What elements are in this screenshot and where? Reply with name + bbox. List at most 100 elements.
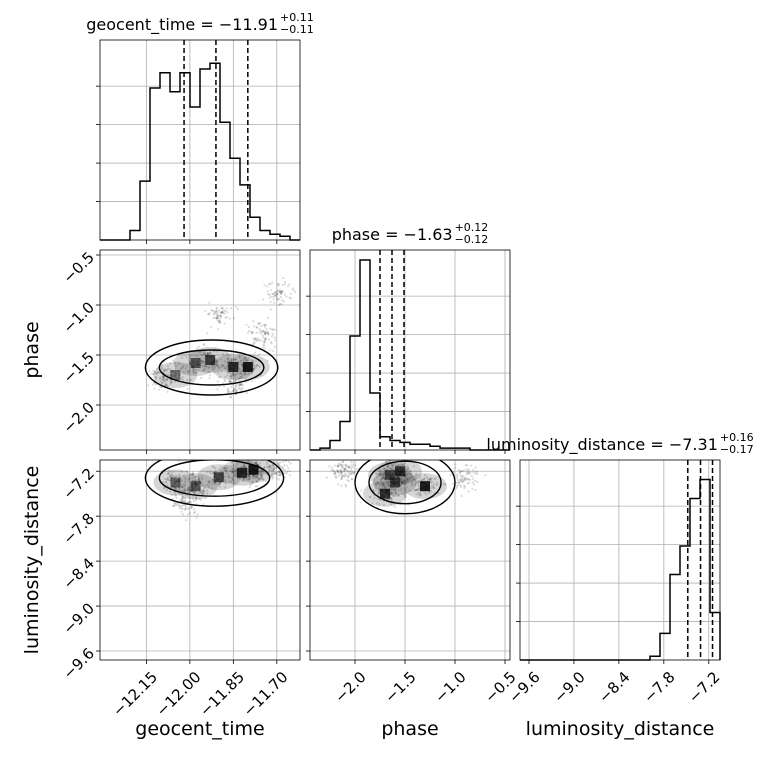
panel-geocent_time-vs-phase-sample-point [262, 298, 265, 301]
panel-phase-vs-luminosity_distance-sample-point [353, 470, 356, 473]
panel-phase-vs-luminosity_distance-sample-point [341, 471, 344, 474]
panel-phase-vs-luminosity_distance-sample-point [411, 482, 414, 485]
panel-geocent_time-vs-luminosity_distance-sample-point [173, 486, 176, 490]
panel-phase-vs-luminosity_distance-sample-point [429, 479, 432, 482]
panel-geocent_time-vs-luminosity_distance-sample-point [173, 486, 176, 489]
panel-geocent_time-vs-phase-sample-point [206, 332, 209, 335]
panel-geocent_time-vs-luminosity_distance-sample-point [177, 475, 180, 478]
panel-geocent_time-vs-luminosity_distance-sample-point [264, 472, 267, 476]
panel-geocent_time-vs-phase-sample-point [269, 283, 272, 286]
y-axis-label-luminosity-distance: luminosity_distance [21, 466, 43, 655]
panel-geocent_time-vs-luminosity_distance-sample-point [268, 465, 272, 468]
panel-phase-vs-luminosity_distance-sample-point [406, 478, 409, 481]
panel-geocent_time-vs-luminosity_distance-sample-point [179, 478, 182, 481]
panel-geocent_time-vs-luminosity_distance-sample-point [182, 474, 185, 477]
panel-geocent_time-vs-luminosity_distance-sample-point [244, 454, 246, 456]
panel-geocent_time-vs-luminosity_distance-sample-point [198, 492, 201, 495]
panel-geocent_time-vs-luminosity_distance-sample-point [268, 465, 271, 468]
panel-geocent_time-vs-phase-sample-point [216, 315, 219, 318]
panel-phase-vs-luminosity_distance-sample-point [336, 464, 340, 467]
panel-phase-vs-luminosity_distance-sample-point [434, 477, 437, 480]
panel-phase-vs-luminosity_distance-sample-point [385, 475, 388, 478]
panel-geocent_time-vs-luminosity_distance-sample-point [166, 479, 170, 482]
panel-geocent_time-vs-luminosity_distance-sample-point [206, 489, 209, 492]
panel-phase-vs-luminosity_distance-sample-point [417, 480, 420, 483]
panel-geocent_time-vs-phase-sample-point [172, 359, 175, 362]
panel-phase-vs-luminosity_distance-sample-point [375, 476, 378, 479]
panel-phase-vs-luminosity_distance-sample-point [399, 484, 403, 487]
panel-geocent_time-vs-phase-sample-point [274, 291, 277, 294]
panel-phase-vs-luminosity_distance-sample-point [385, 469, 389, 472]
panel-geocent_time-vs-phase-sample-point [239, 383, 242, 386]
panel-geocent_time-vs-phase-sample-point [263, 325, 267, 328]
panel-phase-vs-luminosity_distance-sample-point [423, 491, 426, 495]
panel-geocent_time-vs-phase-sample-point [212, 313, 215, 316]
panel-geocent_time-vs-phase-sample-point [213, 312, 216, 315]
panel-phase-vs-luminosity_distance-sample-point [384, 477, 387, 480]
panel-geocent_time-vs-phase-sample-point [228, 380, 231, 383]
panel-geocent_time-vs-phase-sample-point [236, 378, 240, 381]
panel-geocent_time-vs-luminosity_distance-sample-point [195, 496, 198, 499]
panel-geocent_time-vs-phase-sample-point [262, 343, 265, 346]
panel-geocent_time-vs-phase-sample-point [223, 379, 227, 383]
panel-geocent_time-vs-phase-sample-point [271, 292, 274, 295]
panel-phase-vs-luminosity_distance-sample-point [334, 472, 337, 475]
panel-phase-vs-luminosity_distance-sample-point [337, 474, 341, 477]
panel-geocent_time-vs-phase-sample-point [215, 307, 218, 310]
panel-geocent_time-vs-phase-sample-point [214, 310, 217, 313]
panel-phase-vs-luminosity_distance-sample-point [465, 477, 469, 480]
panel-phase-vs-luminosity_distance-sample-point [340, 466, 344, 469]
panel-geocent_time-vs-luminosity_distance-sample-point [251, 481, 254, 484]
panel-geocent_time-vs-phase-sample-point [235, 383, 238, 386]
panel-geocent_time-vs-phase-sample-point [276, 289, 280, 293]
panel-phase-vs-luminosity_distance-sample-point [385, 473, 388, 477]
panel-geocent_time-vs-phase-sample-point [257, 337, 260, 340]
panel-geocent_time-vs-luminosity_distance-sample-point [169, 479, 172, 482]
panel-geocent_time-vs-phase-sample-point [252, 359, 256, 362]
panel-geocent_time-vs-phase-sample-point [152, 372, 155, 376]
panel-geocent_time-vs-luminosity_distance-sample-point [277, 470, 280, 473]
panel-geocent_time-vs-phase-sample-point [238, 368, 242, 371]
panel-geocent_time-vs-luminosity_distance-sample-point [214, 470, 217, 473]
panel-geocent_time-vs-luminosity_distance-sample-point [259, 471, 262, 474]
panel-geocent_time-vs-phase-sample-point [230, 358, 234, 362]
panel-geocent_time-vs-phase-sample-point [219, 316, 222, 319]
panel-phase-vs-luminosity_distance-sample-point [407, 466, 410, 470]
panel-geocent_time-vs-luminosity_distance-sample-point [201, 489, 205, 492]
panel-phase-vs-luminosity_distance-sample-point [347, 466, 351, 469]
panel-geocent_time-vs-phase-sample-point [269, 327, 272, 330]
panel-geocent_time-vs-phase-sample-point [251, 379, 254, 383]
panel-geocent_time-vs-luminosity_distance-sample-point [251, 482, 254, 485]
panel-geocent_time-vs-luminosity_distance-sample-point [267, 468, 271, 471]
panel-geocent_time-vs-luminosity_distance-sample-point [282, 467, 285, 470]
panel-phase-vs-luminosity_distance-sample-point [374, 489, 378, 492]
panel-geocent_time-vs-luminosity_distance-sample-point [254, 461, 257, 464]
panel-geocent_time-vs-phase-sample-point [254, 338, 257, 341]
panel-geocent_time-vs-luminosity_distance-sample-point [276, 473, 279, 476]
panel-phase-vs-luminosity_distance-sample-point [390, 492, 393, 495]
panel-geocent_time-vs-phase-sample-point [219, 315, 222, 318]
panel-phase-vs-luminosity_distance-sample-point [424, 476, 427, 479]
panel-geocent_time-vs-luminosity_distance-sample-point [173, 475, 176, 478]
panel-geocent_time-vs-luminosity_distance-sample-point [187, 507, 190, 510]
panel-geocent_time-vs-luminosity_distance-sample-point [183, 496, 186, 500]
panel-phase-vs-luminosity_distance-sample-point [386, 482, 390, 486]
panel-phase-vs-luminosity_distance-sample-point [467, 481, 470, 485]
panel-geocent_time-vs-phase-sample-point [247, 356, 250, 359]
panel-phase-vs-luminosity_distance-sample-point [392, 469, 395, 472]
panel-phase-vs-luminosity_distance-sample-point [340, 475, 344, 478]
panel-phase-vs-luminosity_distance-sample-point [339, 464, 342, 467]
panel-geocent_time-vs-phase-sample-point [283, 282, 287, 286]
panel-geocent_time-vs-luminosity_distance-sample-point [286, 457, 288, 459]
panel-geocent_time-vs-luminosity_distance-sample-point [193, 479, 196, 482]
panel-geocent_time-vs-phase-sample-point [218, 309, 221, 312]
panel-geocent_time-vs-phase-sample-point [262, 340, 265, 343]
panel-geocent_time-vs-phase-sample-point [280, 290, 284, 293]
panel-geocent_time-vs-phase-sample-point [154, 376, 157, 379]
panel-geocent_time-vs-phase-sample-point [273, 292, 276, 296]
panel-geocent_time-vs-phase-sample-point [164, 383, 167, 386]
panel-geocent_time-vs-phase-sample-point [157, 370, 160, 374]
panel-geocent_time-vs-luminosity_distance-sample-point [274, 471, 278, 474]
panel-phase-vs-luminosity_distance-sample-point [369, 495, 372, 498]
panel-geocent_time-vs-phase-sample-point [198, 350, 202, 353]
